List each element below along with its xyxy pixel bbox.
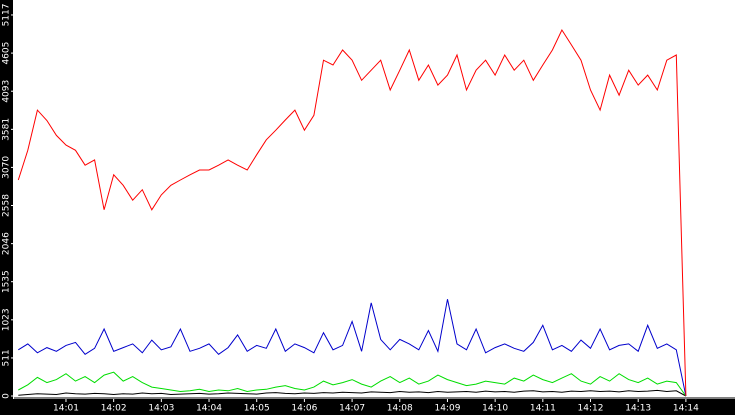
x-tick-label: 14:05 [244,404,270,414]
y-tick-label: 1023 [2,308,12,331]
x-axis-strip [0,399,735,415]
y-axis-strip [0,0,13,415]
y-tick-label: 3581 [2,118,12,141]
y-tick-label: 511 [2,349,12,366]
x-tick-label: 14:03 [148,404,174,414]
x-tick-label: 14:04 [196,404,222,414]
x-tick-label: 14:13 [625,404,651,414]
x-tick-label: 14:08 [387,404,413,414]
x-tick-label: 14:12 [578,404,604,414]
y-tick-label: 4605 [2,42,12,65]
x-tick-label: 14:11 [530,404,556,414]
y-tick-label: 2046 [2,232,12,255]
y-tick-label: 1535 [2,270,12,293]
x-tick-label: 14:10 [482,404,508,414]
y-tick-label: 3070 [2,156,12,179]
series-line [18,299,687,397]
x-tick-label: 14:01 [53,404,79,414]
y-tick-label: 0 [2,393,12,399]
series-line [17,28,687,397]
x-tick-label: 14:06 [291,404,317,414]
x-tick-label: 14:09 [434,404,460,414]
x-tick-label: 14:02 [101,404,127,414]
y-tick-label: 2558 [2,194,12,217]
series-line [18,389,687,397]
x-tick-label: 14:14 [673,404,699,414]
x-tick-label: 14:07 [339,404,365,414]
y-tick-label: 4093 [2,80,12,103]
y-tick-label: 5117 [2,4,12,27]
series-line [18,371,687,397]
